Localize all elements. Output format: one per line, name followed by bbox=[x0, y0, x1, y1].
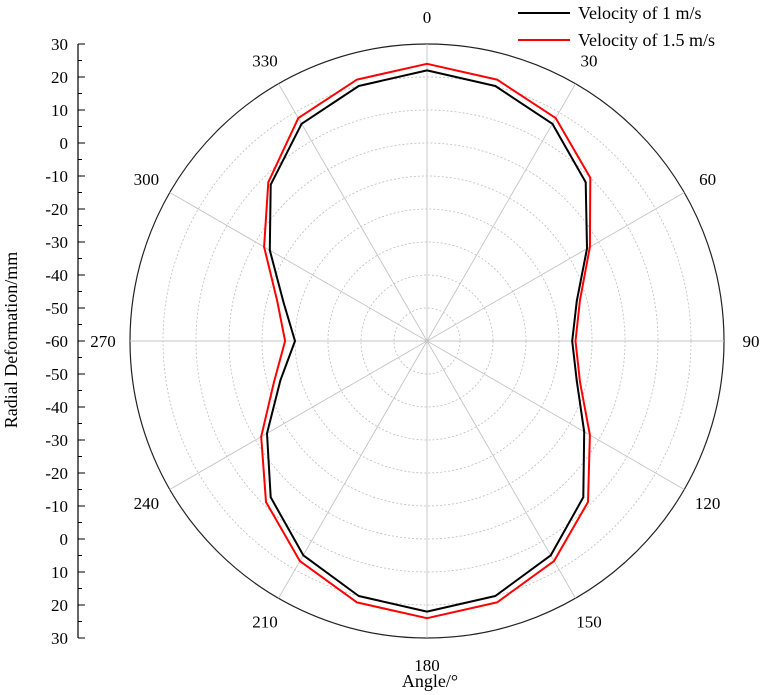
data-point bbox=[426, 62, 428, 65]
data-point bbox=[589, 246, 591, 248]
data-point bbox=[574, 340, 577, 342]
data-point bbox=[551, 122, 554, 125]
legend: Velocity of 1 m/s Velocity of 1.5 m/s bbox=[518, 3, 715, 50]
radial-tick-label: -10 bbox=[45, 497, 68, 516]
legend-label-2: Velocity of 1.5 m/s bbox=[578, 30, 715, 50]
radial-tick-label: -40 bbox=[45, 266, 68, 285]
spoke bbox=[169, 192, 428, 342]
data-point bbox=[549, 554, 552, 557]
radial-tick-label: 10 bbox=[51, 101, 68, 120]
data-point bbox=[494, 595, 497, 597]
data-point bbox=[263, 246, 265, 248]
radial-tick-label: -40 bbox=[45, 398, 68, 417]
spoke bbox=[426, 192, 685, 342]
data-point bbox=[269, 183, 272, 186]
data-point bbox=[267, 181, 270, 184]
angle-tick-label: 240 bbox=[134, 494, 160, 513]
radial-tick-label: -20 bbox=[45, 200, 68, 219]
data-point bbox=[586, 247, 588, 250]
spoke bbox=[426, 340, 685, 490]
radial-tick-label: -30 bbox=[45, 233, 68, 252]
angle-tick-label: 210 bbox=[252, 613, 278, 632]
data-point bbox=[583, 430, 586, 433]
angle-tick-label: 90 bbox=[743, 332, 760, 351]
radial-tick-label: 20 bbox=[51, 596, 68, 615]
spoke bbox=[426, 340, 576, 599]
radial-tick-label: 0 bbox=[60, 530, 69, 549]
data-point bbox=[265, 501, 267, 503]
data-point bbox=[260, 435, 263, 438]
data-point bbox=[294, 340, 296, 342]
data-point bbox=[284, 340, 286, 342]
data-point bbox=[302, 554, 305, 557]
data-point bbox=[356, 601, 358, 604]
angle-tick-label: 180 bbox=[414, 656, 440, 675]
data-point bbox=[426, 610, 428, 613]
data-point bbox=[575, 300, 578, 302]
legend-label-1: Velocity of 1 m/s bbox=[578, 3, 702, 23]
data-point bbox=[589, 176, 592, 179]
data-point bbox=[496, 78, 498, 81]
radial-tick-label: -50 bbox=[45, 365, 68, 384]
radial-tick-label: -60 bbox=[45, 332, 68, 351]
data-point bbox=[273, 381, 275, 383]
data-point bbox=[356, 78, 358, 81]
spoke bbox=[169, 340, 428, 490]
data-point bbox=[587, 501, 589, 503]
radial-tick-label: -30 bbox=[45, 431, 68, 450]
angle-tick-label: 60 bbox=[699, 170, 716, 189]
angle-tick-label: 120 bbox=[695, 494, 721, 513]
data-point bbox=[268, 249, 271, 252]
data-point bbox=[357, 595, 360, 597]
angle-tick-label: 150 bbox=[576, 613, 602, 632]
y-axis-title: Radial Deformation/mm bbox=[1, 252, 21, 428]
data-point bbox=[279, 379, 282, 382]
angle-tick-label: 0 bbox=[423, 8, 432, 27]
data-point bbox=[269, 496, 272, 499]
data-point bbox=[571, 340, 574, 342]
x-axis-title: Angle/° bbox=[402, 671, 458, 691]
data-point bbox=[579, 381, 581, 383]
data-point bbox=[357, 85, 360, 87]
angle-spokes bbox=[130, 44, 724, 638]
data-point bbox=[584, 181, 587, 184]
data-point bbox=[553, 560, 555, 562]
radial-tick-label: 10 bbox=[51, 563, 68, 582]
spoke bbox=[278, 340, 428, 599]
data-point bbox=[575, 380, 578, 382]
data-point bbox=[582, 496, 585, 499]
angle-tick-label: 300 bbox=[134, 170, 160, 189]
data-point bbox=[297, 117, 300, 119]
series-layer bbox=[260, 62, 592, 620]
angle-tick-label: 270 bbox=[90, 332, 116, 351]
radial-tick-label: 0 bbox=[60, 134, 69, 153]
radial-tick-label: 20 bbox=[51, 68, 68, 87]
data-point bbox=[426, 617, 428, 620]
radial-tick-label: -50 bbox=[45, 299, 68, 318]
angle-tick-label: 30 bbox=[581, 51, 598, 70]
data-point bbox=[494, 85, 497, 87]
spoke bbox=[278, 83, 428, 342]
data-point bbox=[282, 301, 285, 304]
data-point bbox=[589, 434, 591, 436]
spoke bbox=[426, 83, 576, 342]
radial-tick-label: -20 bbox=[45, 464, 68, 483]
data-point bbox=[276, 300, 279, 302]
radial-axis: 30 20 10 0 -10 -20 -30 -40 -50 -60 -50 -40 -30 -20 -10… bbox=[45, 35, 85, 648]
data-point bbox=[266, 432, 268, 435]
data-point bbox=[579, 299, 581, 301]
data-point bbox=[496, 601, 498, 604]
angle-tick-label: 330 bbox=[252, 51, 278, 70]
angle-labels: 0 30 60 90 120 150 180 210 240 270 300 330 bbox=[90, 8, 759, 675]
radial-tick-label: 30 bbox=[51, 629, 68, 648]
data-point bbox=[426, 69, 428, 72]
data-point bbox=[299, 560, 301, 562]
radial-tick-label: -10 bbox=[45, 167, 68, 186]
data-point bbox=[554, 117, 557, 119]
data-point bbox=[300, 122, 303, 125]
radial-tick-label: 30 bbox=[51, 35, 68, 54]
